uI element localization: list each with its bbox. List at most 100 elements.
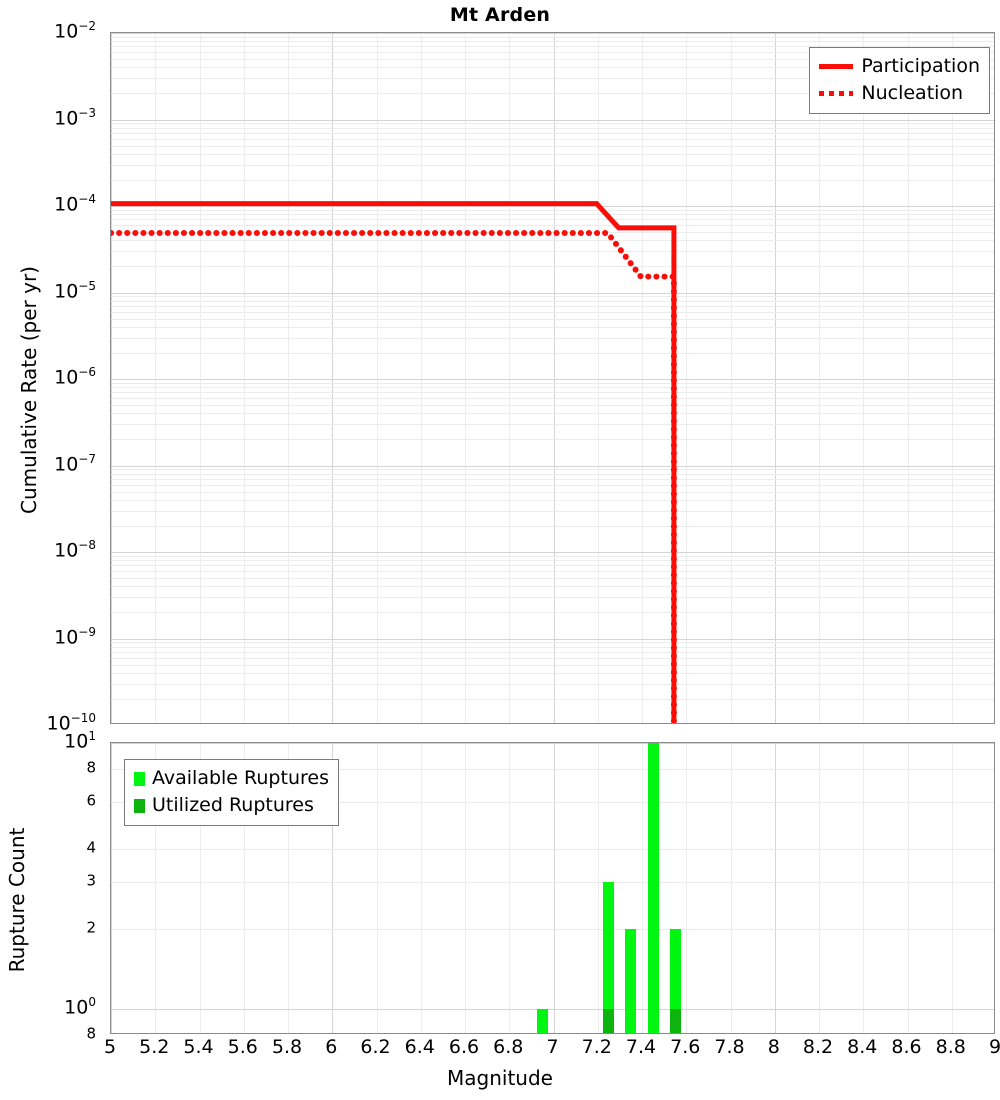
gridline-horizontal <box>111 33 994 34</box>
gridline-horizontal <box>111 127 994 129</box>
gridline-vertical <box>597 743 599 1033</box>
gridline-horizontal <box>111 698 994 700</box>
gridline-horizontal <box>111 311 994 313</box>
participation-line-icon <box>819 64 854 69</box>
y-axis-tick-label: 10−7 <box>54 451 96 475</box>
legend-label-available-ruptures: Available Ruptures <box>152 767 329 789</box>
bar-available-ruptures <box>603 882 615 1033</box>
gridline-vertical <box>863 33 865 723</box>
gridline-horizontal <box>111 848 994 850</box>
gridline-horizontal <box>111 300 994 302</box>
gridline-vertical <box>155 33 157 723</box>
gridline-horizontal <box>111 552 994 553</box>
gridline-vertical <box>951 743 953 1033</box>
gridline-horizontal <box>111 612 994 614</box>
gridline-horizontal <box>111 683 994 685</box>
gridline-vertical <box>863 743 865 1033</box>
gridline-horizontal <box>111 52 994 54</box>
legend-label-participation: Participation <box>861 55 980 77</box>
y-axis-tick-label: 100 <box>64 995 96 1019</box>
x-axis-tick-label: 7.2 <box>581 1036 612 1058</box>
y-axis-tick-label: 10−4 <box>54 192 96 216</box>
gridline-horizontal <box>111 499 994 501</box>
legend-label-nucleation: Nucleation <box>861 82 964 104</box>
curve-participation <box>111 204 674 723</box>
gridline-horizontal <box>111 565 994 567</box>
gridline-vertical <box>907 743 909 1033</box>
y-axis-tick-label: 10−9 <box>54 624 96 648</box>
bar-available-ruptures <box>669 929 681 1033</box>
gridline-vertical <box>332 33 334 723</box>
x-axis-tick-label: 5 <box>103 1036 117 1058</box>
gridline-horizontal <box>111 240 994 242</box>
y-axis-tick-label: 8 <box>86 758 96 777</box>
gridline-horizontal <box>111 352 994 354</box>
gridline-horizontal <box>111 119 994 121</box>
legend-item-nucleation[interactable]: Nucleation <box>819 80 980 107</box>
top-y-axis-ticks: 10−2 10−3 10−4 10−5 10−6 10−7 10−8 10−9 10−10 <box>0 20 104 733</box>
gridline-vertical <box>376 33 378 723</box>
gridline-horizontal <box>111 337 994 339</box>
gridline-horizontal <box>111 555 994 557</box>
gridline-vertical <box>199 743 201 1033</box>
gridline-horizontal <box>111 305 994 307</box>
gridline-horizontal <box>111 657 994 659</box>
gridline-vertical <box>509 33 511 723</box>
gridline-vertical <box>376 743 378 1033</box>
gridline-horizontal <box>111 578 994 580</box>
gridline-vertical <box>509 743 511 1033</box>
bar-utilized-ruptures <box>669 1009 681 1033</box>
x-axis-tick-label: 7.4 <box>625 1036 657 1058</box>
gridline-horizontal <box>111 93 994 95</box>
gridline-vertical <box>774 33 776 723</box>
x-axis-tick-label: 8.2 <box>802 1036 834 1058</box>
cumulative-rate-plot: Participation Nucleation <box>110 32 995 724</box>
gridline-horizontal <box>111 153 994 155</box>
legend-item-available-ruptures[interactable]: Available Ruptures <box>134 765 329 792</box>
gridline-vertical <box>420 743 422 1033</box>
gridline-horizontal <box>111 642 994 644</box>
gridline-horizontal <box>111 465 994 467</box>
gridline-horizontal <box>111 392 994 394</box>
gridline-horizontal <box>111 78 994 80</box>
x-axis-tick-label: 5.4 <box>183 1036 214 1058</box>
gridline-vertical <box>243 743 245 1033</box>
bottom-y-axis-ticks: 101 8 6 4 3 2 100 8 <box>0 730 104 1041</box>
y-axis-tick-label: 8 <box>86 1024 96 1043</box>
gridline-horizontal <box>111 292 994 294</box>
legend-rate: Participation Nucleation <box>809 47 990 114</box>
gridline-horizontal <box>111 209 994 211</box>
gridline-horizontal <box>111 405 994 407</box>
bar-available-ruptures <box>647 743 659 1033</box>
legend-item-utilized-ruptures[interactable]: Utilized Ruptures <box>134 792 329 819</box>
gridline-vertical <box>907 33 909 723</box>
gridline-horizontal <box>111 929 994 931</box>
y-axis-tick-label: 4 <box>86 838 96 857</box>
gridline-vertical <box>465 743 466 1033</box>
gridline-horizontal <box>111 424 994 426</box>
gridline-horizontal <box>111 266 994 268</box>
gridline-vertical <box>465 33 466 723</box>
gridline-vertical <box>199 33 201 723</box>
x-axis-tick-label: 5.2 <box>139 1036 170 1058</box>
x-axis-tick-label: 5.8 <box>271 1036 303 1058</box>
legend-item-participation[interactable]: Participation <box>819 53 980 80</box>
gridline-horizontal <box>111 123 994 125</box>
gridline-horizontal <box>111 36 994 38</box>
gridline-horizontal <box>111 882 994 884</box>
gridline-vertical <box>642 33 643 723</box>
nucleation-dotted-line-icon <box>819 91 854 96</box>
x-axis-tick-label: 6.4 <box>404 1036 435 1058</box>
gridline-horizontal <box>111 382 994 384</box>
gridline-horizontal <box>111 164 994 166</box>
gridline-horizontal <box>111 225 994 227</box>
y-axis-tick-label: 3 <box>86 871 96 890</box>
gridline-horizontal <box>111 398 994 400</box>
gridline-horizontal <box>111 138 994 140</box>
gridline-vertical <box>288 33 289 723</box>
y-axis-tick-label: 101 <box>64 729 96 753</box>
gridline-horizontal <box>111 41 994 43</box>
gridline-horizontal <box>111 768 994 770</box>
legend-label-utilized-ruptures: Utilized Ruptures <box>152 794 314 816</box>
